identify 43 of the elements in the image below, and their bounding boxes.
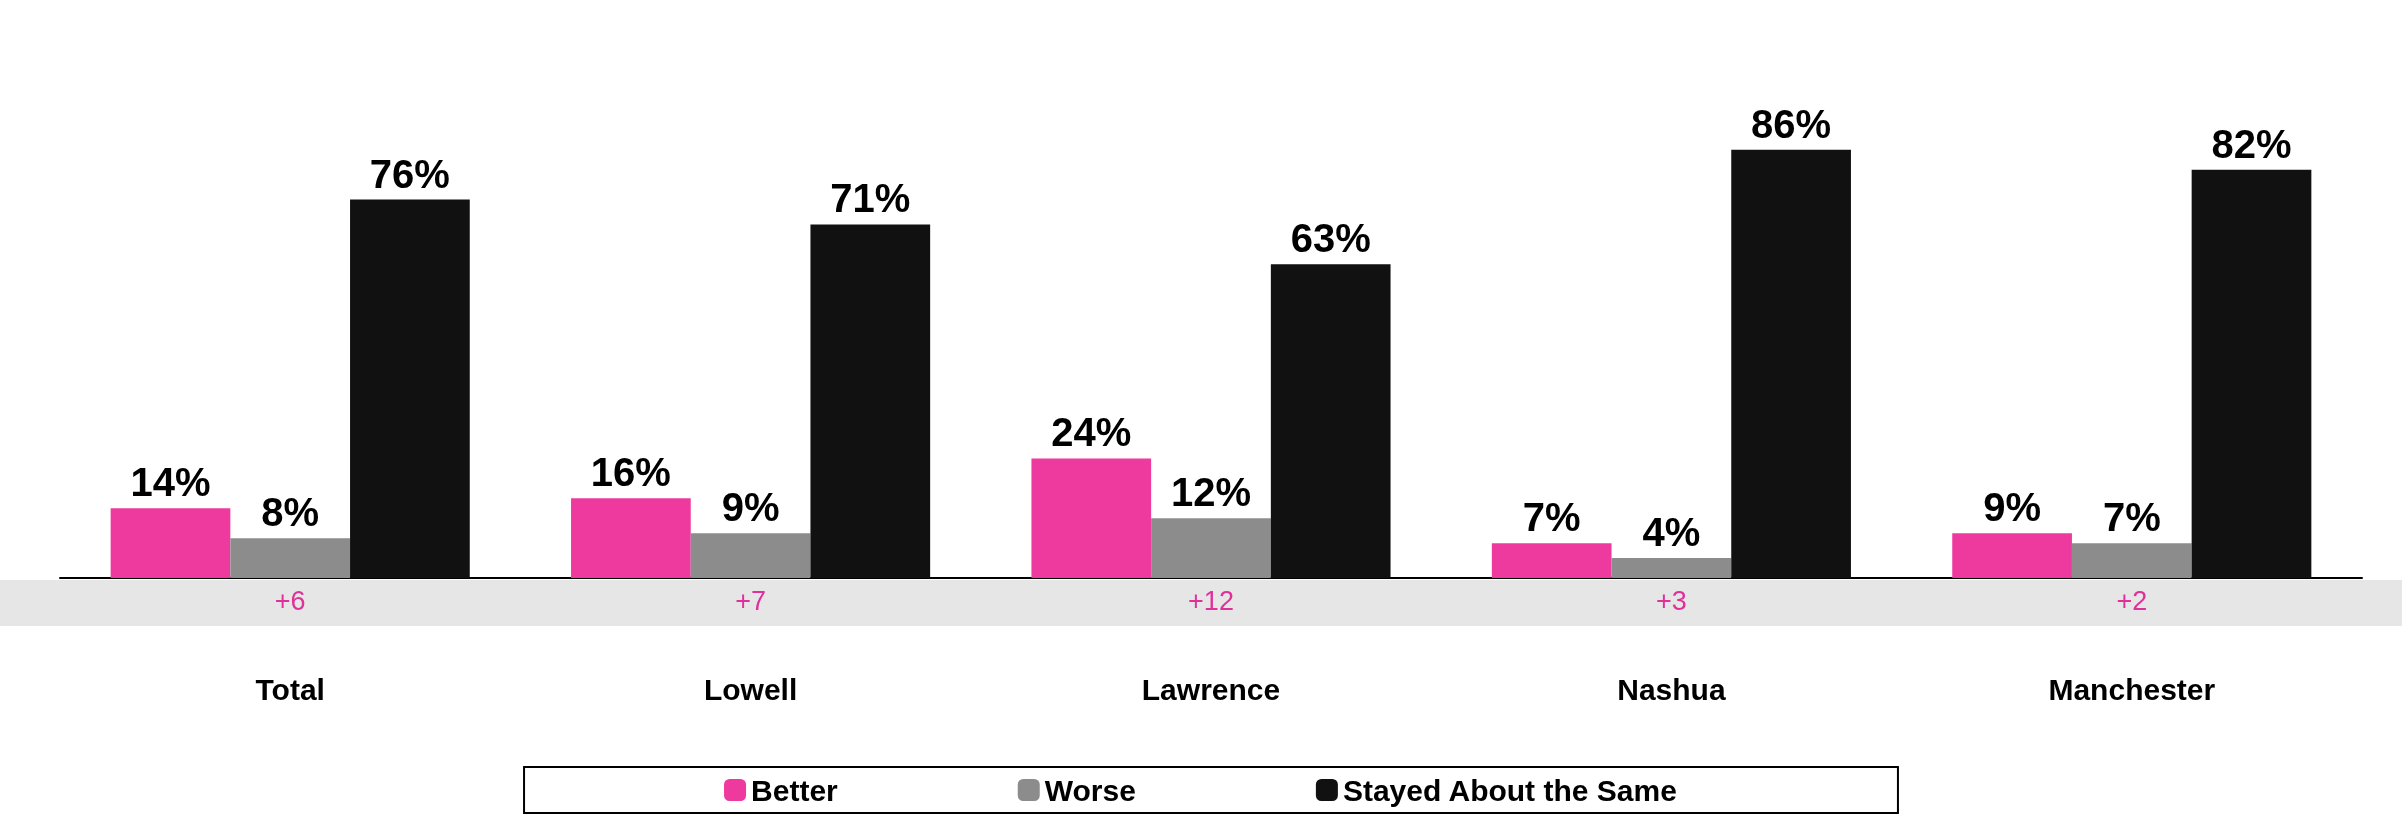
bar bbox=[1611, 558, 1732, 578]
data-label: 63% bbox=[1290, 216, 1371, 261]
data-label: 14% bbox=[130, 460, 211, 505]
bar bbox=[1491, 543, 1612, 578]
x-tick-label: Total bbox=[255, 672, 325, 706]
bar bbox=[1952, 533, 2072, 578]
x-tick-label: Manchester bbox=[2048, 672, 2216, 706]
data-label: 16% bbox=[590, 450, 671, 495]
legend-label: Stayed About the Same bbox=[1342, 773, 1677, 807]
data-label: 9% bbox=[721, 485, 780, 530]
data-label: 76% bbox=[369, 151, 450, 196]
data-label: 12% bbox=[1170, 470, 1252, 515]
data-label: 4% bbox=[1642, 510, 1701, 555]
bar bbox=[1031, 458, 1152, 578]
text: +2 bbox=[2115, 586, 2149, 617]
data-label: 8% bbox=[261, 490, 320, 535]
legend-label: Worse bbox=[1044, 773, 1136, 807]
bar bbox=[1151, 518, 1271, 578]
bar bbox=[350, 199, 470, 578]
data-label: 9% bbox=[1983, 485, 2041, 530]
text: +3 bbox=[1655, 586, 1688, 617]
bar bbox=[1270, 264, 1391, 578]
bar bbox=[810, 224, 931, 578]
data-label: 7% bbox=[2102, 495, 2161, 540]
bar bbox=[2071, 543, 2192, 578]
x-tick-label: Lowell bbox=[703, 672, 798, 706]
bar bbox=[230, 538, 351, 578]
data-label: 24% bbox=[1051, 410, 1132, 455]
text: +12 bbox=[1187, 586, 1235, 617]
bar bbox=[690, 533, 811, 578]
bar bbox=[2191, 169, 2312, 578]
data-label: 86% bbox=[1751, 101, 1832, 146]
text: +7 bbox=[734, 586, 767, 617]
bar bbox=[1731, 149, 1851, 578]
text: +6 bbox=[273, 586, 307, 617]
data-label: 82% bbox=[2211, 121, 2292, 166]
bar bbox=[110, 508, 231, 578]
x-tick-label: Nashua bbox=[1617, 672, 1726, 706]
data-label: 71% bbox=[830, 176, 911, 221]
bar bbox=[571, 498, 691, 578]
x-tick-label: Lawrence bbox=[1141, 672, 1281, 706]
legend-label: Better bbox=[751, 773, 839, 807]
data-label: 7% bbox=[1522, 495, 1581, 540]
